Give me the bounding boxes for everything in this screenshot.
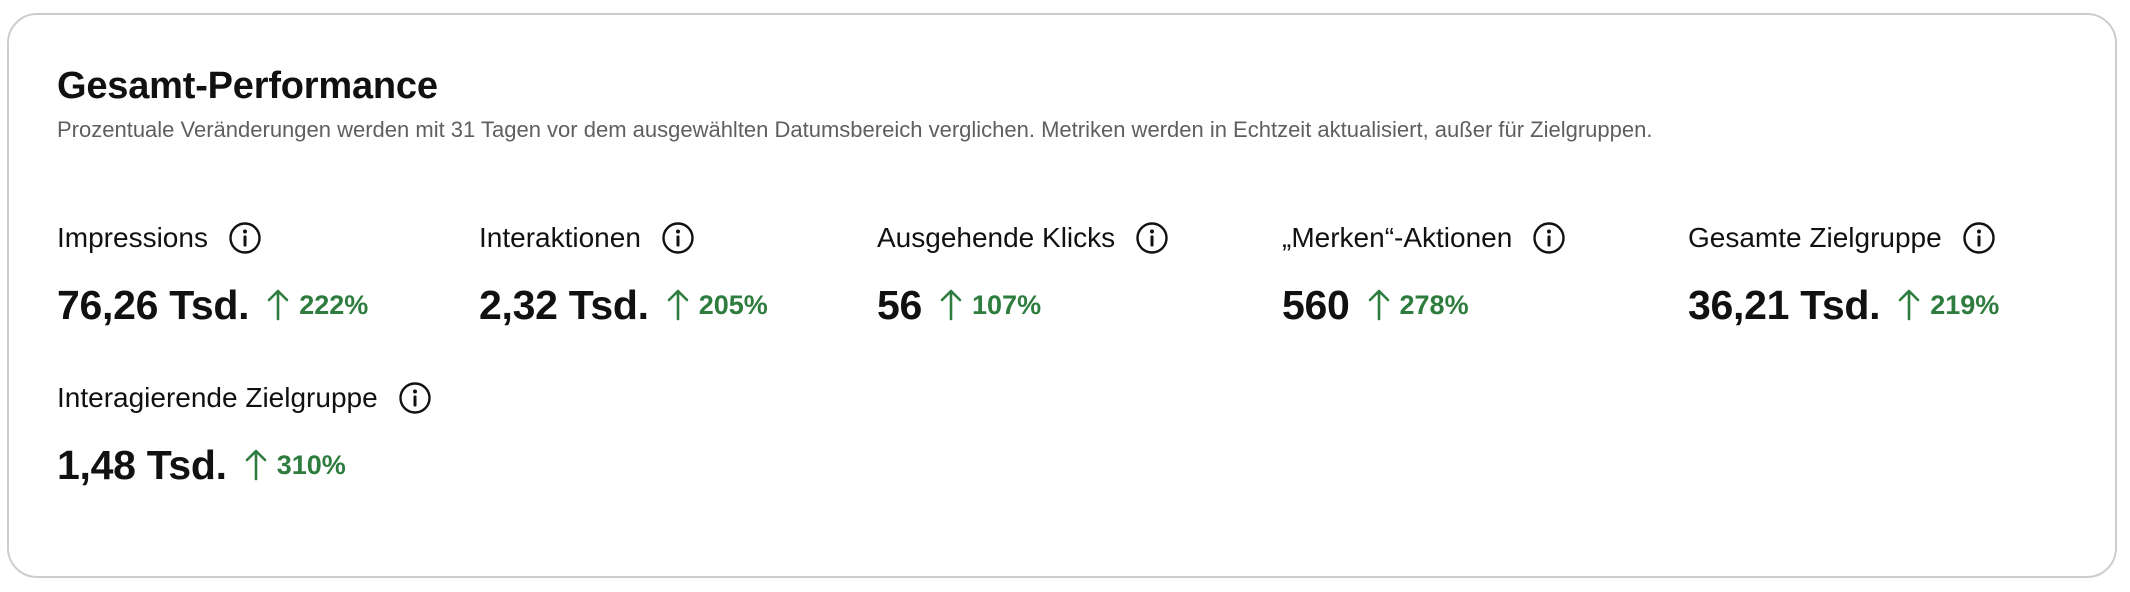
arrow-up-icon (667, 288, 689, 322)
metric-impressions: Impressions 76,26 Tsd. 222% (57, 218, 368, 330)
change-indicator: 310% (245, 448, 346, 482)
arrow-up-icon (1368, 288, 1390, 322)
arrow-up-icon (267, 288, 289, 322)
metric-value: 560 (1282, 281, 1350, 328)
metric-value: 36,21 Tsd. (1688, 281, 1881, 328)
arrow-up-icon (245, 448, 267, 482)
change-indicator: 219% (1898, 288, 1999, 322)
metric-label: Ausgehende Klicks (877, 222, 1116, 253)
change-percent: 219% (1930, 289, 2000, 320)
change-indicator: 222% (267, 288, 368, 322)
metric-value: 76,26 Tsd. (57, 281, 250, 328)
info-icon[interactable] (1135, 221, 1169, 255)
page-title: Gesamt-Performance (57, 65, 438, 107)
metric-merken-aktionen: „Merken“-Aktionen 560 278% (1282, 218, 1566, 330)
info-icon[interactable] (398, 381, 432, 415)
metric-gesamte-zielgruppe: Gesamte Zielgruppe 36,21 Tsd. 219% (1688, 218, 1999, 330)
metric-label: „Merken“-Aktionen (1282, 222, 1513, 253)
metric-label: Gesamte Zielgruppe (1688, 222, 1942, 253)
info-icon[interactable] (1532, 221, 1566, 255)
change-indicator: 107% (940, 288, 1041, 322)
metric-ausgehende-klicks: Ausgehende Klicks 56 107% (877, 218, 1169, 330)
info-icon[interactable] (661, 221, 695, 255)
performance-card: Gesamt-Performance Prozentuale Veränderu… (7, 13, 2117, 578)
change-indicator: 278% (1368, 288, 1469, 322)
change-percent: 278% (1399, 289, 1469, 320)
arrow-up-icon (940, 288, 962, 322)
metric-value: 1,48 Tsd. (57, 441, 227, 488)
arrow-up-icon (1898, 288, 1920, 322)
metric-interaktionen: Interaktionen 2,32 Tsd. 205% (479, 218, 768, 330)
metric-label: Interaktionen (479, 222, 641, 253)
change-percent: 107% (972, 289, 1042, 320)
metric-interagierende-zielgruppe: Interagierende Zielgruppe 1,48 Tsd. 310% (57, 378, 432, 490)
metric-label: Interagierende Zielgruppe (57, 382, 378, 413)
info-icon[interactable] (228, 221, 262, 255)
change-percent: 222% (299, 289, 369, 320)
metric-label: Impressions (57, 222, 208, 253)
change-percent: 310% (276, 449, 346, 480)
metric-value: 56 (877, 281, 923, 328)
change-percent: 205% (698, 289, 768, 320)
page-subtitle: Prozentuale Veränderungen werden mit 31 … (57, 117, 1653, 142)
metric-value: 2,32 Tsd. (479, 281, 649, 328)
info-icon[interactable] (1962, 221, 1996, 255)
change-indicator: 205% (667, 288, 768, 322)
